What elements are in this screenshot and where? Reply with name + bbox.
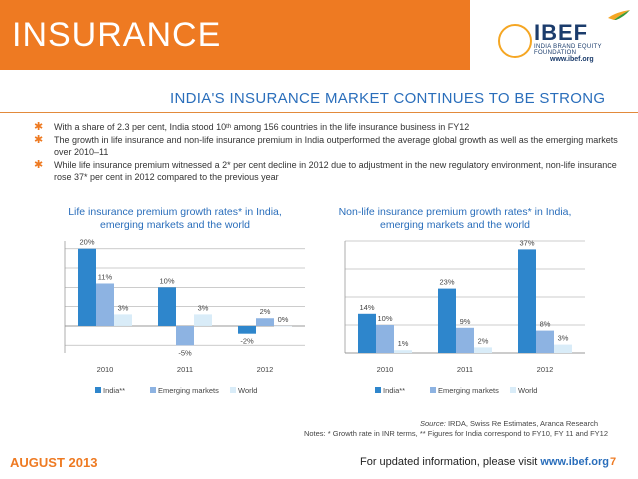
legend-swatch — [375, 387, 381, 393]
bullet-item: ✱ The growth in life insurance and non-l… — [34, 134, 618, 159]
bar — [96, 283, 114, 326]
legend-swatch — [95, 387, 101, 393]
bullet-list: ✱ With a share of 2.3 per cent, India st… — [34, 121, 618, 184]
nonlife-chart-title: Non-life insurance premium growth rates*… — [338, 206, 572, 231]
logo-circle-icon — [498, 24, 532, 58]
star-bullet-icon: ✱ — [34, 133, 44, 146]
source-note: Source: IRDA, Swiss Re Estimates, Aranca… — [420, 419, 598, 428]
bar — [358, 313, 376, 353]
legend-label: India** — [383, 386, 405, 395]
life-chart-title: Life insurance premium growth rates* in … — [68, 206, 282, 231]
page-number: 7 — [610, 456, 617, 468]
bar — [238, 325, 256, 334]
footer-visit-text: For updated information, please visit — [360, 456, 541, 468]
data-label: 10% — [159, 276, 174, 285]
legend-label: Emerging markets — [438, 386, 499, 395]
legend-label: World — [238, 386, 257, 395]
bullet-superscript: th — [226, 124, 232, 130]
footer-text: For updated information, please visit ww… — [360, 456, 609, 468]
source-label: Source: — [420, 419, 446, 428]
bar — [176, 325, 194, 346]
star-bullet-icon: ✱ — [34, 158, 44, 171]
bird-icon — [608, 10, 630, 20]
data-label: 2% — [478, 336, 489, 345]
bar — [438, 288, 456, 353]
data-label: 3% — [118, 303, 129, 312]
bullet-text: The growth in life insurance and non-lif… — [54, 134, 618, 158]
logo-url[interactable]: www.ibef.org — [550, 56, 594, 63]
legend-swatch — [510, 387, 516, 393]
bullet-text: With a share of 2.3 per cent, India stoo… — [54, 122, 227, 132]
data-label: 3% — [558, 334, 569, 343]
data-label: -5% — [178, 348, 192, 357]
data-label: 23% — [439, 278, 454, 287]
star-bullet-icon: ✱ — [34, 121, 44, 133]
slide-heading: INDIA'S INSURANCE MARKET CONTINUES TO BE… — [170, 90, 606, 107]
data-label: 1% — [398, 339, 409, 348]
footer-link[interactable]: www.ibef.org — [540, 456, 610, 468]
life-insurance-chart: 20% 11% 3% 2010 10% -5% 3% 2011 -2% 2% 0% 2012 India… — [64, 238, 305, 395]
logo-subtitle: INDIA BRAND EQUITY FOUNDATION — [534, 44, 602, 56]
divider — [0, 112, 638, 113]
data-label: 14% — [359, 303, 374, 312]
footer-date: AUGUST 2013 — [10, 455, 98, 470]
bullet-text: While life insurance premium witnessed a… — [54, 159, 617, 183]
data-label: 8% — [540, 320, 551, 329]
data-label: 20% — [79, 238, 94, 247]
x-tick-label: 2010 — [377, 365, 394, 374]
data-label: 3% — [198, 303, 209, 312]
bullet-text-cont: among 156 countries in the life insuranc… — [231, 122, 470, 132]
data-label: 9% — [460, 317, 471, 326]
bar — [274, 325, 292, 327]
bar — [194, 314, 212, 326]
data-label: -2% — [240, 337, 254, 346]
logo-text: IBEF — [534, 20, 589, 45]
legend-swatch — [230, 387, 236, 393]
bar — [554, 344, 572, 353]
bar — [456, 327, 474, 353]
source-text: IRDA, Swiss Re Estimates, Aranca Researc… — [445, 419, 598, 428]
bar — [256, 318, 274, 326]
nonlife-insurance-chart: 14%10% 1% 2010 23% 9% 2% 2011 37% 8% 3% 2012 India*… — [344, 238, 585, 395]
data-label: 11% — [98, 272, 113, 281]
data-label: 37% — [519, 238, 534, 247]
bar — [474, 347, 492, 353]
legend-label: India** — [103, 386, 125, 395]
x-tick-label: 2010 — [97, 365, 114, 374]
bar — [78, 248, 96, 326]
bullet-item: ✱ With a share of 2.3 per cent, India st… — [34, 121, 618, 134]
bar — [536, 330, 554, 353]
legend-label: Emerging markets — [158, 386, 219, 395]
data-label: 10% — [377, 314, 392, 323]
page-title: INSURANCE — [12, 16, 222, 54]
legend-label: World — [518, 386, 537, 395]
bar — [376, 325, 394, 353]
title-bar: INSURANCE — [0, 0, 470, 70]
x-tick-label: 2012 — [537, 365, 554, 374]
bar — [394, 350, 412, 353]
bullet-item: ✱ While life insurance premium witnessed… — [34, 159, 618, 184]
x-tick-label: 2011 — [457, 365, 473, 374]
x-tick-label: 2012 — [257, 365, 274, 374]
ibef-logo: IBEF INDIA BRAND EQUITY FOUNDATION www.i… — [470, 0, 638, 70]
legend-swatch — [430, 387, 436, 393]
bar — [518, 249, 536, 353]
x-tick-label: 2011 — [177, 365, 193, 374]
bar — [158, 287, 176, 326]
data-label: 0% — [278, 315, 289, 324]
legend-swatch — [150, 387, 156, 393]
bar — [114, 314, 132, 326]
notes: Notes: * Growth rate in INR terms, ** Fi… — [303, 429, 608, 438]
data-label: 2% — [260, 307, 271, 316]
